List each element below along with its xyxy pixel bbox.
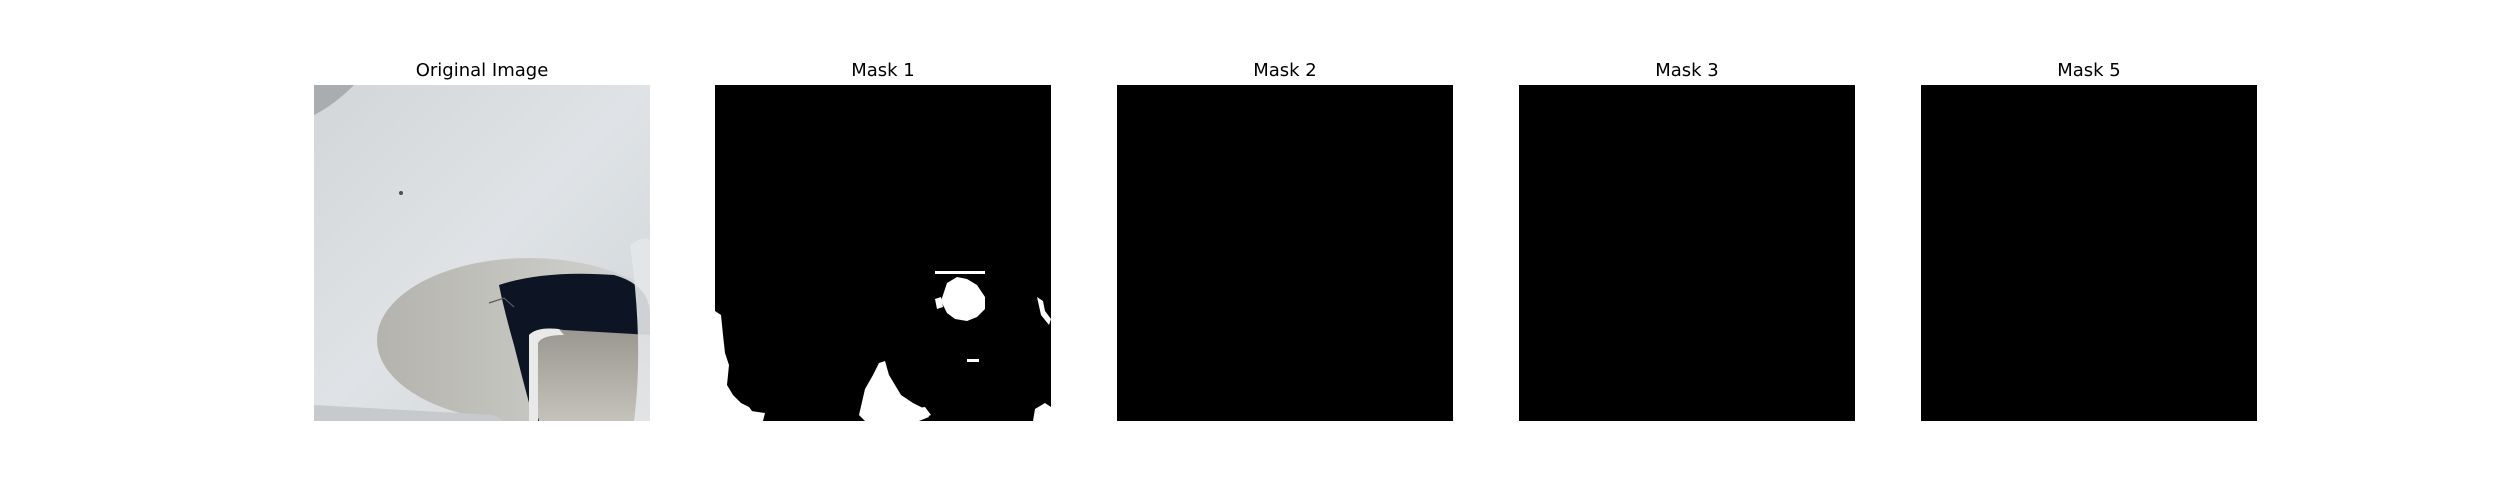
panel-mask-2: Mask 2 xyxy=(1117,0,1453,500)
mask-region xyxy=(967,359,979,362)
mask-region xyxy=(1033,403,1051,421)
photo-corner-shadow xyxy=(314,85,354,115)
mask-2-image xyxy=(1117,85,1453,421)
mask-5-image xyxy=(1921,85,2257,421)
mask-3 xyxy=(1519,85,1855,421)
panel-title: Mask 2 xyxy=(1253,60,1317,81)
photo-speck xyxy=(399,191,403,195)
panel-title: Mask 5 xyxy=(2057,60,2121,81)
panel-original-image: Original Image xyxy=(314,0,650,500)
mask-region xyxy=(859,361,929,421)
mask-background xyxy=(1921,85,2257,421)
photo-scratch xyxy=(488,297,515,308)
mask-region xyxy=(941,277,985,321)
original-photo xyxy=(314,85,650,421)
mask-background xyxy=(1117,85,1453,421)
mask-1-image xyxy=(715,85,1051,421)
panel-mask-3: Mask 3 xyxy=(1519,0,1855,500)
panel-mask-1: Mask 1 xyxy=(715,0,1051,500)
mask-region xyxy=(715,397,765,421)
original-image xyxy=(314,85,650,421)
photo-inner-lip xyxy=(529,328,564,421)
panel-title: Original Image xyxy=(415,60,549,81)
photo-bottom-edge xyxy=(314,405,504,421)
mask-region xyxy=(715,311,755,421)
mask-region xyxy=(911,407,931,419)
mask-5 xyxy=(1921,85,2257,421)
panel-mask-5: Mask 5 xyxy=(1921,0,2257,500)
panel-title: Mask 3 xyxy=(1655,60,1719,81)
mask-region xyxy=(1037,297,1051,325)
mask-region xyxy=(935,297,943,309)
photo-debris xyxy=(529,328,650,421)
mask-2 xyxy=(1117,85,1453,421)
photo-right-edge xyxy=(630,238,650,421)
mask-region xyxy=(935,271,985,274)
panel-title: Mask 1 xyxy=(851,60,915,81)
mask-background xyxy=(1519,85,1855,421)
mask-3-image xyxy=(1519,85,1855,421)
mask-1 xyxy=(715,85,1051,421)
